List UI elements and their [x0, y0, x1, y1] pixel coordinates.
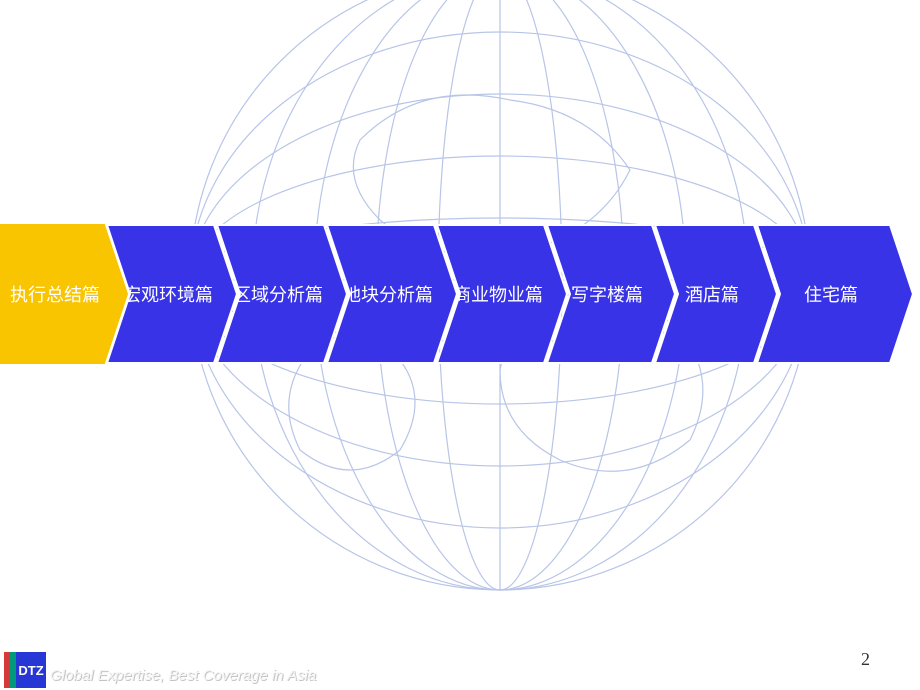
tagline: Global Expertise, Best Coverage in Asia …: [50, 667, 316, 684]
process-flow: 执行总结篇宏观环境篇区域分析篇地块分析篇商业物业篇写字楼篇酒店篇住宅篇: [0, 224, 920, 364]
dtz-logo: DTZ: [4, 652, 46, 688]
logo-text: DTZ: [18, 663, 43, 678]
page-number: 2: [861, 649, 870, 670]
chevron-label-0: 执行总结篇: [0, 224, 106, 364]
chevron-0: 执行总结篇: [0, 224, 128, 364]
logo-bar-blue: DTZ: [16, 652, 46, 688]
chevron-7: 住宅篇: [756, 224, 914, 364]
footer: DTZ Global Expertise, Best Coverage in A…: [0, 650, 920, 690]
slide: 执行总结篇宏观环境篇区域分析篇地块分析篇商业物业篇写字楼篇酒店篇住宅篇 DTZ …: [0, 0, 920, 690]
